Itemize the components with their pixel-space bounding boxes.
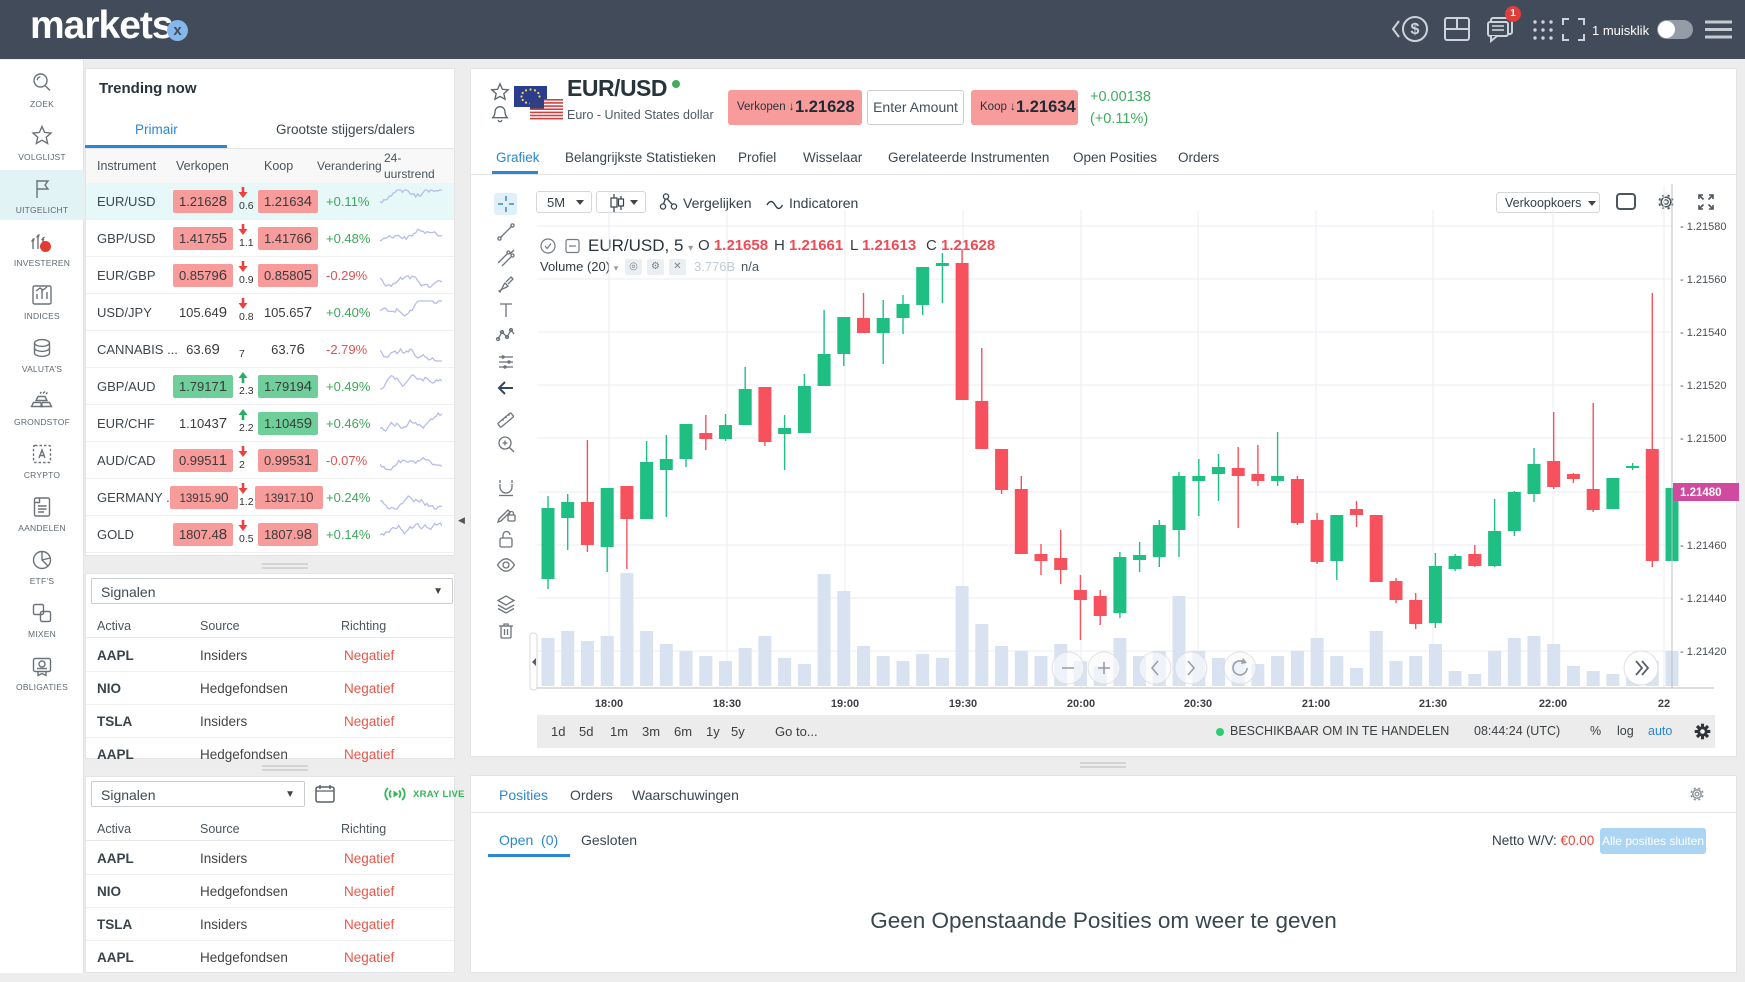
svg-text:- 1.21500: - 1.21500 (1680, 433, 1726, 445)
svg-text:19:30: 19:30 (949, 698, 977, 710)
svg-text:20:00: 20:00 (1067, 698, 1095, 710)
svg-text:- 1.21520: - 1.21520 (1680, 380, 1726, 392)
svg-text:- 1.21560: - 1.21560 (1680, 274, 1726, 286)
svg-text:18:30: 18:30 (713, 698, 741, 710)
svg-text:22:00: 22:00 (1539, 698, 1567, 710)
svg-text:19:00: 19:00 (831, 698, 859, 710)
svg-text:18:00: 18:00 (595, 698, 623, 710)
svg-text:1.21480: 1.21480 (1680, 487, 1722, 499)
svg-text:- 1.21420: - 1.21420 (1680, 646, 1726, 658)
svg-text:20:30: 20:30 (1184, 698, 1212, 710)
svg-text:21:30: 21:30 (1419, 698, 1447, 710)
svg-text:- 1.21460: - 1.21460 (1680, 540, 1726, 552)
svg-text:- 1.21440: - 1.21440 (1680, 593, 1726, 605)
svg-text:- 1.21540: - 1.21540 (1680, 327, 1726, 339)
svg-text:22: 22 (1658, 698, 1670, 710)
svg-text:- 1.21580: - 1.21580 (1680, 221, 1726, 233)
svg-text:21:00: 21:00 (1302, 698, 1330, 710)
